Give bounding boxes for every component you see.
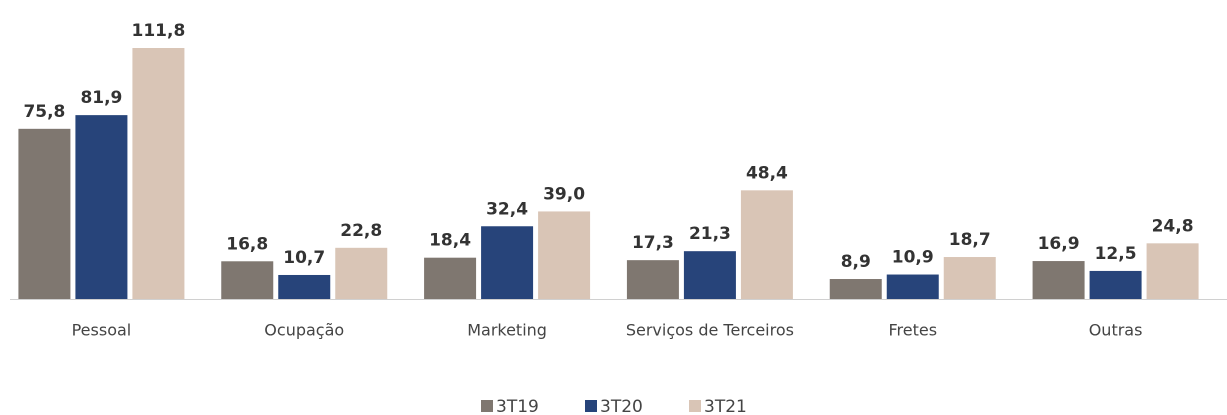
bar	[1146, 243, 1199, 299]
bar	[626, 260, 679, 299]
data-label: 24,8	[1152, 216, 1194, 236]
x-tick-label: Outras	[1089, 321, 1143, 340]
data-label: 22,8	[340, 221, 382, 241]
bar	[1032, 261, 1085, 299]
bar	[18, 128, 71, 299]
bar	[481, 226, 534, 299]
bar	[278, 274, 331, 299]
legend-swatch	[689, 400, 701, 412]
legend-label: 3T21	[704, 397, 747, 415]
bar	[221, 261, 274, 299]
bar	[683, 251, 736, 299]
bar	[335, 247, 388, 299]
data-label: 81,9	[80, 88, 122, 108]
data-label: 12,5	[1095, 244, 1137, 264]
bar	[1089, 270, 1142, 299]
bar	[740, 190, 793, 299]
bar	[132, 48, 185, 299]
data-label: 111,8	[132, 21, 186, 41]
bar	[424, 257, 477, 299]
data-label: 39,0	[543, 184, 585, 204]
bar	[886, 274, 939, 299]
legend-swatch	[585, 400, 597, 412]
data-label: 48,4	[746, 163, 788, 183]
bar	[829, 279, 882, 299]
data-label: 16,9	[1038, 234, 1080, 254]
data-label: 8,9	[841, 252, 871, 272]
data-label: 18,4	[429, 231, 471, 251]
bar	[75, 115, 128, 300]
x-tick-label: Ocupação	[264, 321, 344, 340]
data-label: 10,7	[283, 248, 325, 268]
x-tick-label: Fretes	[888, 321, 937, 340]
bar	[538, 211, 591, 299]
data-label: 17,3	[632, 233, 674, 253]
data-label: 32,4	[486, 199, 528, 219]
legend-swatch	[481, 400, 493, 412]
legend-label: 3T19	[496, 397, 539, 415]
data-label: 16,8	[226, 234, 268, 254]
legend-label: 3T20	[600, 397, 643, 415]
x-tick-label: Marketing	[467, 321, 547, 340]
data-label: 10,9	[892, 248, 934, 268]
bar	[943, 257, 996, 299]
data-label: 18,7	[949, 230, 991, 250]
data-label: 75,8	[23, 102, 65, 122]
data-label: 21,3	[689, 224, 731, 244]
x-tick-label: Serviços de Terceiros	[626, 321, 794, 340]
x-tick-label: Pessoal	[72, 321, 132, 340]
